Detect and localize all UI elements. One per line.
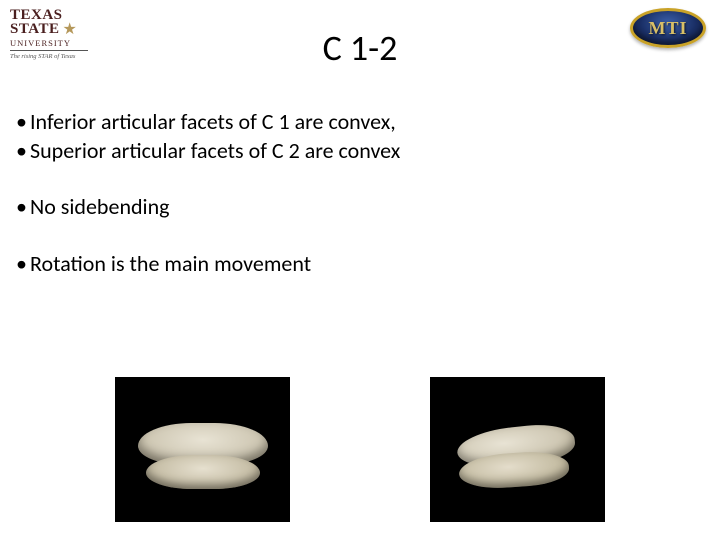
bullet-list: •Inferior articular facets of C 1 are co… <box>16 108 704 306</box>
bullet-item: •Rotation is the main movement <box>16 250 704 279</box>
bullet-item: •No sidebending <box>16 193 704 222</box>
bullet-text: No sidebending <box>30 193 170 220</box>
bullet-item: •Inferior articular facets of C 1 are co… <box>16 108 704 137</box>
image-row <box>0 377 720 522</box>
bullet-group-3: •Rotation is the main movement <box>16 250 704 279</box>
bullet-text: Rotation is the main movement <box>30 250 311 277</box>
bullet-item: •Superior articular facets of C 2 are co… <box>16 137 704 166</box>
vertebrae-image-anterior <box>115 377 290 522</box>
bullet-group-2: •No sidebending <box>16 193 704 222</box>
bullet-text: Superior articular facets of C 2 are con… <box>30 137 400 164</box>
bullet-text: Inferior articular facets of C 1 are con… <box>30 108 396 135</box>
slide-title: C 1-2 <box>0 26 720 70</box>
bullet-group-1: •Inferior articular facets of C 1 are co… <box>16 108 704 165</box>
bone-illustration <box>445 405 590 495</box>
vertebrae-image-lateral <box>430 377 605 522</box>
bone-illustration <box>128 405 278 495</box>
